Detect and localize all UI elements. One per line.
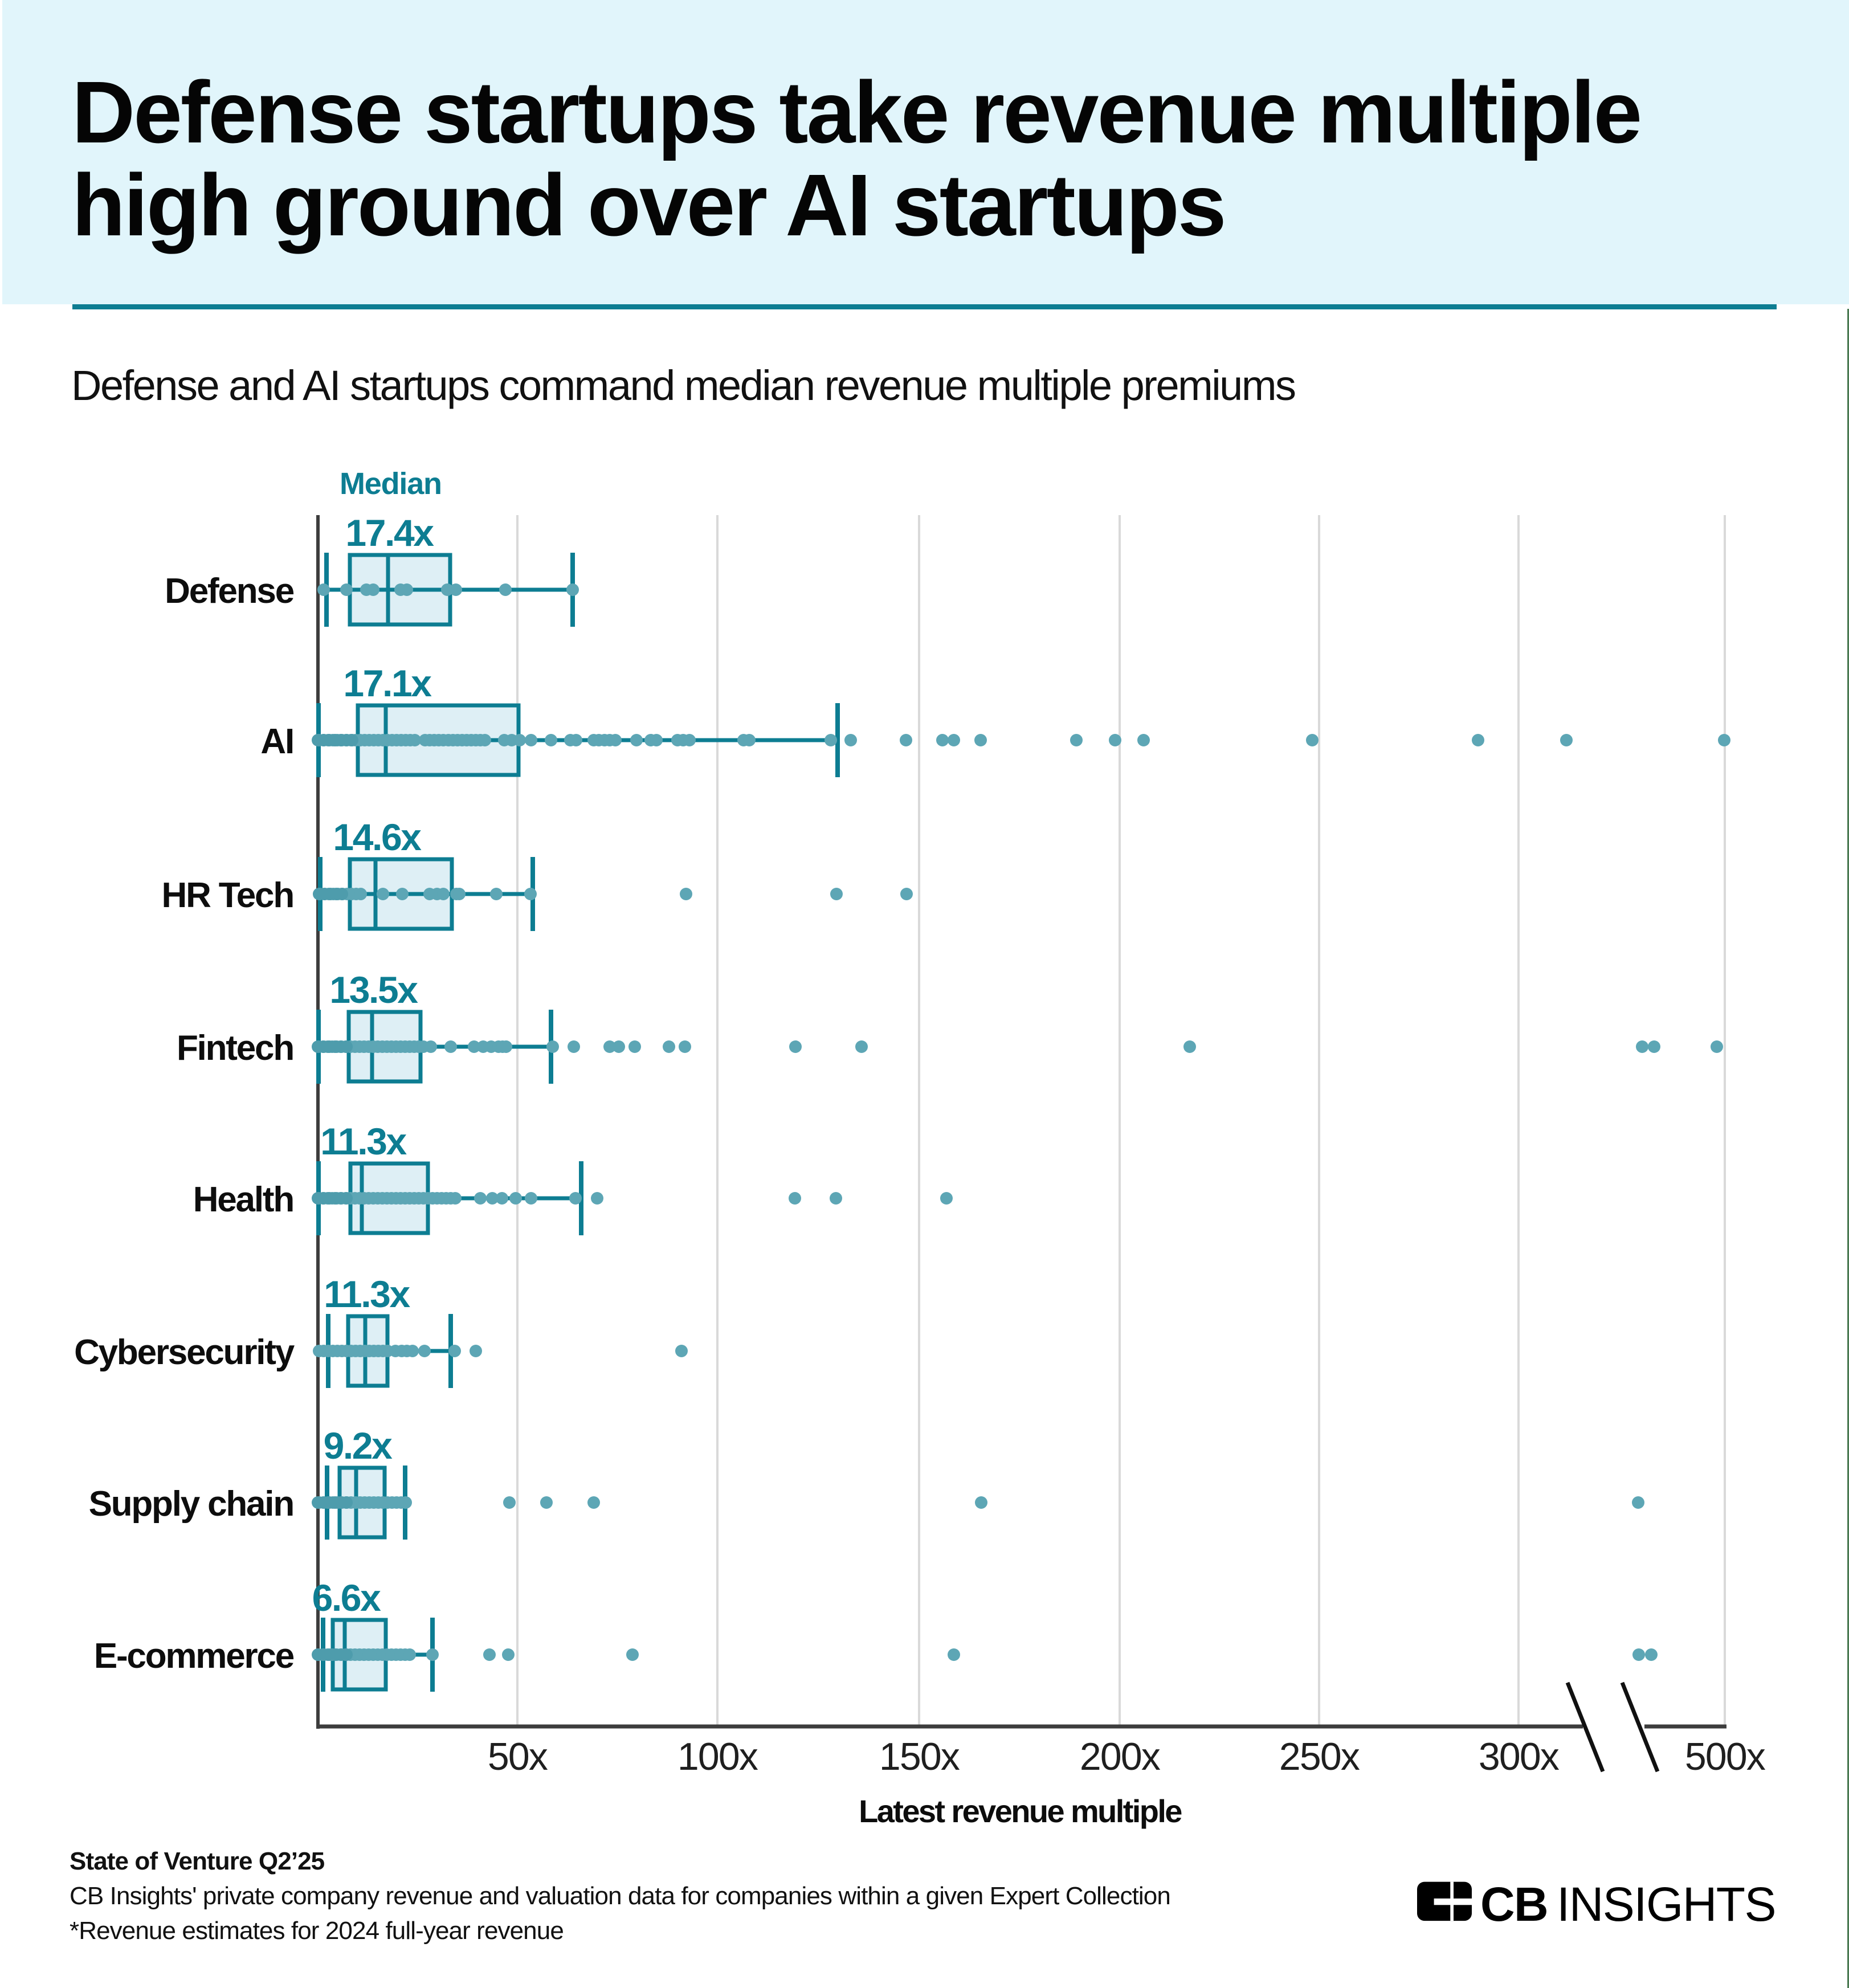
svg-text:17.1x: 17.1x [343, 662, 432, 704]
svg-text:Median: Median [340, 467, 442, 501]
svg-text:11.3x: 11.3x [320, 1120, 407, 1162]
svg-text:AI: AI [260, 722, 293, 761]
svg-text:11.3x: 11.3x [324, 1273, 410, 1315]
svg-text:Latest revenue multiple: Latest revenue multiple [859, 1793, 1182, 1829]
svg-text:14.6x: 14.6x [333, 816, 422, 858]
svg-text:INSIGHTS: INSIGHTS [1557, 1877, 1775, 1931]
svg-text:13.5x: 13.5x [329, 969, 418, 1011]
svg-text:Supply chain: Supply chain [89, 1484, 293, 1524]
svg-text:CB: CB [1480, 1877, 1548, 1931]
svg-text:Cybersecurity: Cybersecurity [74, 1333, 295, 1372]
svg-text:300x: 300x [1479, 1735, 1560, 1778]
svg-text:E-commerce: E-commerce [94, 1636, 294, 1676]
svg-text:HR Tech: HR Tech [162, 876, 293, 915]
svg-text:150x: 150x [879, 1735, 960, 1778]
svg-text:Defense: Defense [165, 572, 294, 611]
svg-text:Fintech: Fintech [177, 1028, 293, 1068]
svg-text:Health: Health [193, 1180, 293, 1219]
svg-text:9.2x: 9.2x [324, 1424, 393, 1467]
svg-text:17.4x: 17.4x [345, 512, 434, 554]
svg-text:500x: 500x [1685, 1735, 1766, 1778]
svg-text:100x: 100x [677, 1735, 758, 1778]
svg-text:200x: 200x [1080, 1735, 1161, 1778]
svg-text:250x: 250x [1279, 1735, 1360, 1778]
svg-text:6.6x: 6.6x [312, 1577, 382, 1619]
svg-text:50x: 50x [488, 1735, 548, 1778]
